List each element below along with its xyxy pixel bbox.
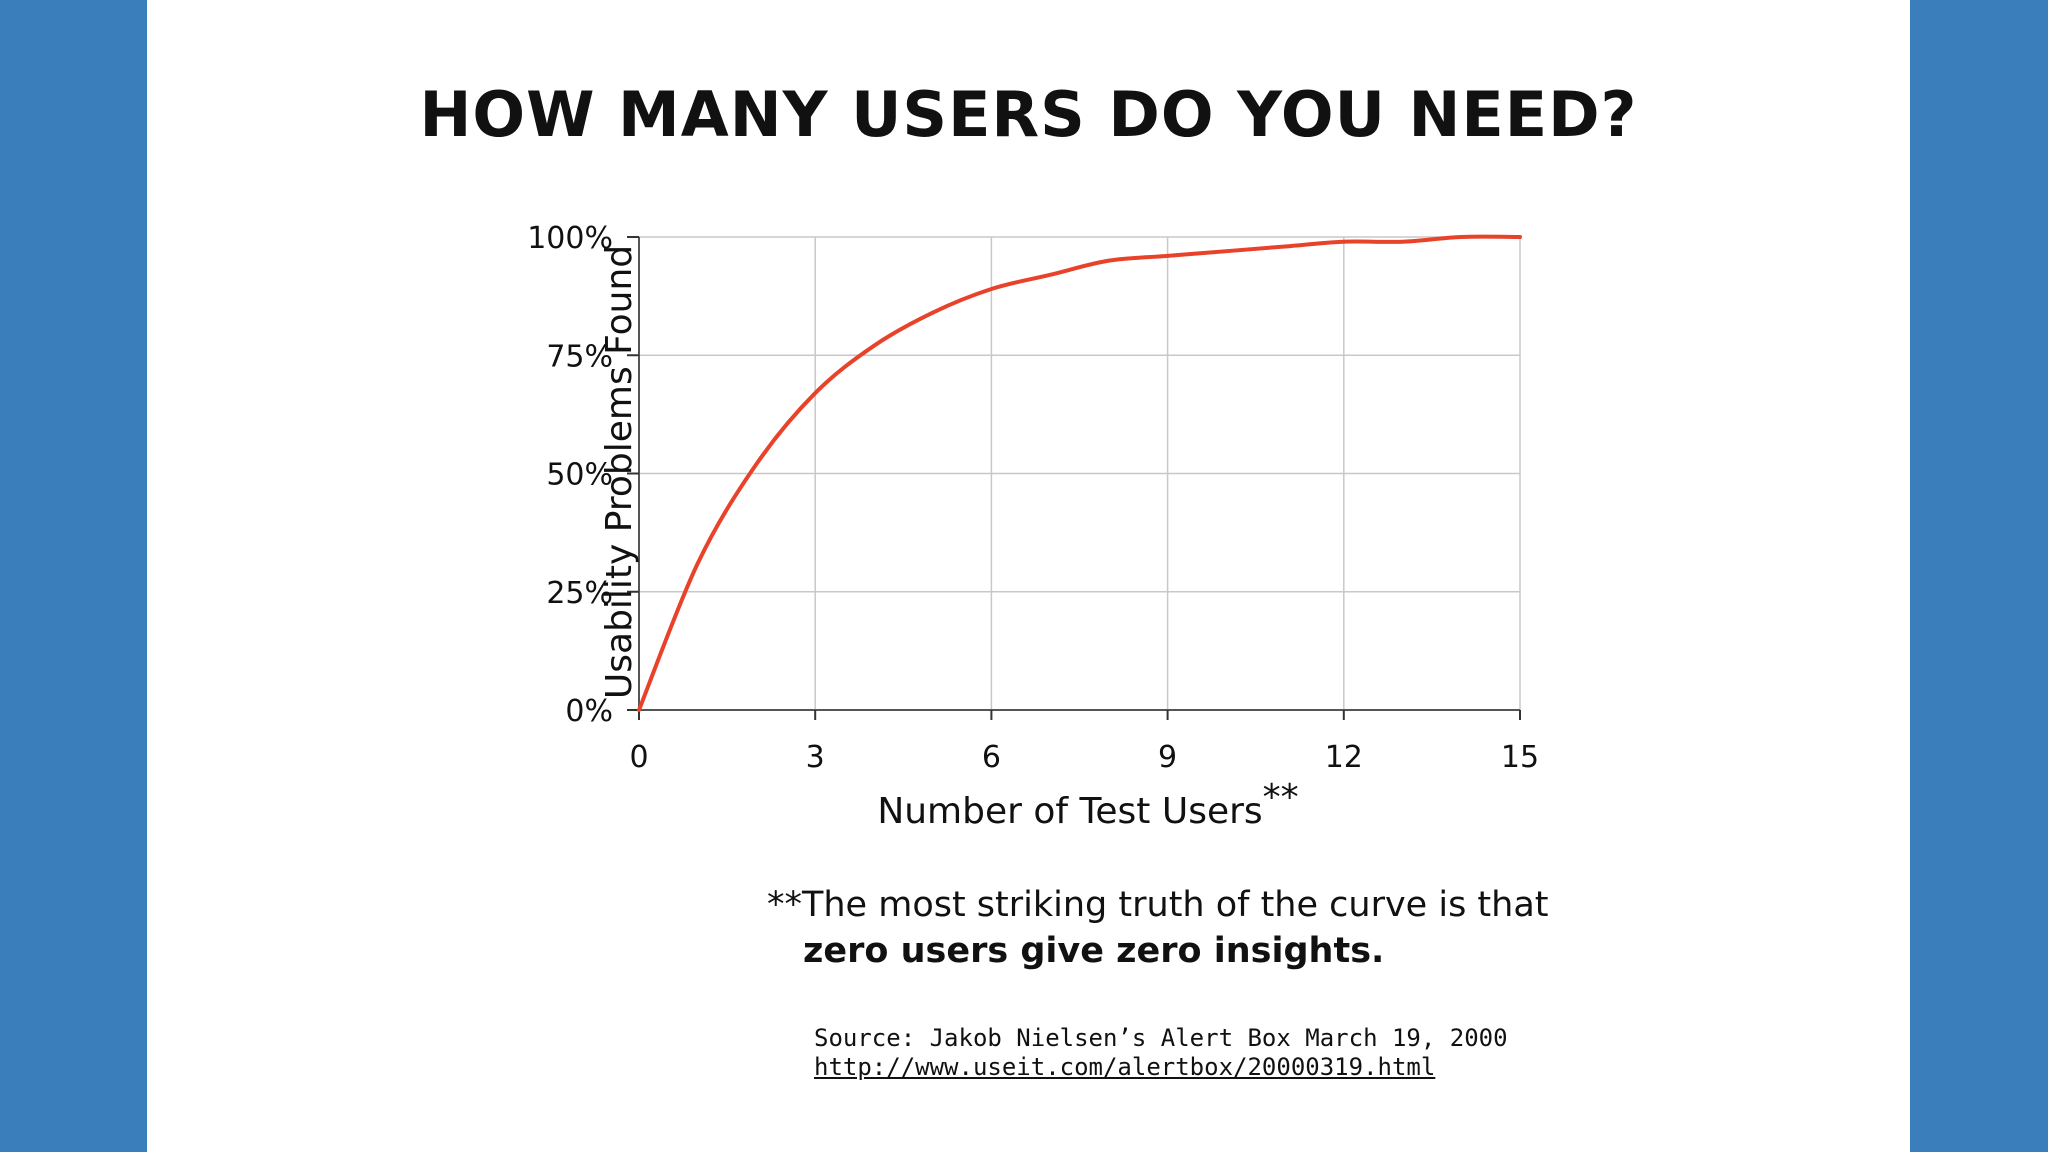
slide-title: HOW MANY USERS DO YOU NEED? xyxy=(419,78,1638,151)
y-tick-label: 100% xyxy=(527,221,613,256)
x-tick-label: 9 xyxy=(1158,740,1177,775)
x-axis-label-asterisks: ** xyxy=(1263,777,1299,818)
x-tick-label: 3 xyxy=(806,740,825,775)
x-axis-label-text: Number of Test Users xyxy=(877,791,1262,832)
x-tick-label: 15 xyxy=(1501,740,1539,775)
series-line xyxy=(637,234,1522,712)
x-tick-label: 6 xyxy=(982,740,1001,775)
insight-line-1: **The most striking truth of the curve i… xyxy=(767,885,1549,925)
y-tick-label: 25% xyxy=(546,576,613,611)
slide: HOW MANY USERS DO YOU NEED? 0 3 6 9 12 15 0% 25… xyxy=(147,0,1910,1152)
y-tick-label: 50% xyxy=(546,458,613,493)
y-tick-label: 75% xyxy=(546,339,613,374)
source-link[interactable]: http://www.useit.com/alertbox/20000319.h… xyxy=(814,1053,1436,1081)
chart-ticks: 0 3 6 9 12 15 0% 25% 50% 75% 100% xyxy=(527,221,1539,775)
x-axis-label: Number of Test Users** xyxy=(877,777,1298,832)
y-axis-label: Usability Problems Found xyxy=(599,245,640,699)
insight-line-2: zero users give zero insights. xyxy=(803,931,1385,971)
source-citation: Source: Jakob Nielsen’s Alert Box March … xyxy=(814,1024,1508,1082)
y-tick-label: 0% xyxy=(565,694,613,729)
source-text: Source: Jakob Nielsen’s Alert Box March … xyxy=(814,1024,1508,1052)
x-tick-label: 0 xyxy=(629,740,648,775)
chart-grid xyxy=(639,236,1521,710)
chart-series xyxy=(637,234,1522,712)
x-tick-label: 12 xyxy=(1325,740,1363,775)
usability-chart: 0 3 6 9 12 15 0% 25% 50% 75% 100% Usability Proble… xyxy=(527,221,1539,832)
insight-note: **The most striking truth of the curve i… xyxy=(767,882,1549,974)
